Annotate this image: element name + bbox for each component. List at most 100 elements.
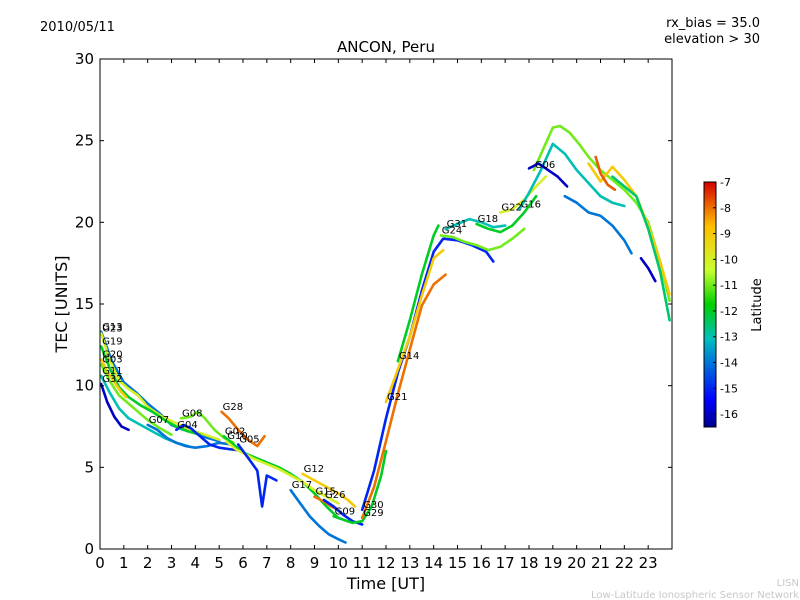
series-line-g12 [301,472,357,508]
y-tick-label: 0 [84,540,94,558]
series-label-g04: G04 [177,420,197,431]
x-tick-label: 10 [329,554,348,572]
series-label-g08: G08 [182,408,202,419]
x-tick-label: 11 [353,554,372,572]
series-line-g16 [518,142,626,211]
y-tick-label: 15 [75,295,94,313]
series-label-g11: G11 [102,366,122,377]
series-label-g28: G28 [223,402,243,413]
footer-network: Low-Latitude Ionospheric Sensor Network [591,590,799,600]
series-line-g04 [175,423,245,453]
colorbar-label: Latitude [750,278,765,332]
x-tick-label: 0 [95,554,105,572]
series-line-g28 [220,410,266,448]
rx-bias-label: rx_bias = 35.0 [666,16,760,31]
x-tick-label: 8 [286,554,296,572]
series-line-g19 [100,345,202,436]
series-label-g16: G16 [521,199,541,210]
x-tick-label: 3 [167,554,177,572]
y-tick-label: 20 [75,213,94,231]
series-line-g03 [100,363,173,436]
colorbar-ticks: -16 -15 -14 -13 -12 -11 -10 -9 -8 -7 [713,176,738,421]
y-tick-label: 10 [75,377,94,395]
series-label-g17: G17 [292,480,312,491]
x-tick-label: 23 [639,554,658,572]
series-label-g21: G21 [387,392,407,403]
x-axis: 0 1 2 3 4 5 6 7 8 9 10 11 12 13 14 15 16 17 18 19 20 21 22 23 [95,59,658,572]
series-label-g32: G32 [102,374,122,385]
series-line-unlabeled-33 [611,175,671,322]
date-label: 2010/05/11 [40,20,115,35]
colorbar-tick-label: -14 [720,357,738,370]
x-tick-label: 4 [191,554,201,572]
x-tick-label: 12 [376,554,395,572]
series-line-unlabeled-31 [587,162,671,296]
x-axis-label: Time [UT] [346,574,425,593]
colorbar [703,181,717,428]
y-axis-label: TEC [UNITS] [52,256,71,354]
series-label-g12: G12 [304,464,324,475]
series-line-g21 [384,248,445,404]
colorbar-tick-label: -8 [720,202,731,215]
series-line-g17 [289,488,347,544]
series-label-g14: G14 [399,351,419,362]
series-label-g30: G30 [363,500,383,511]
x-tick-label: 6 [238,554,248,572]
series-label-g07: G07 [149,415,169,426]
series-label-g22: G22 [501,203,521,214]
series-label-g09: G09 [335,506,355,517]
series-label-g05: G05 [239,435,259,446]
x-tick-label: 7 [262,554,272,572]
series-line-unlabeled-30 [563,194,633,255]
y-axis: 0 5 10 15 20 25 30 [75,50,672,558]
x-tick-label: 19 [543,554,562,572]
series-line-g05 [236,443,278,508]
series-label-g31: G31 [447,219,467,230]
y-tick-label: 30 [75,50,94,68]
chart-title: ANCON, Peru [337,38,435,56]
satellite-labels: G13G23G19G20G03G11G32G07G08G04G28G02G10G… [102,160,555,519]
series-line-unlabeled-32 [594,155,617,191]
x-tick-label: 15 [448,554,467,572]
series-line-g24 [439,227,526,252]
series-line-unlabeled-29 [527,162,569,188]
colorbar-tick-label: -11 [720,279,738,292]
x-tick-label: 2 [143,554,153,572]
series-line-g10 [225,439,340,505]
x-tick-label: 17 [496,554,515,572]
series-line-g32 [100,382,130,432]
y-tick-label: 25 [75,132,94,150]
series-label-g20: G20 [102,350,122,361]
y-tick-label: 5 [84,458,94,476]
x-tick-label: 21 [591,554,610,572]
series-line-g18 [475,194,538,234]
colorbar-tick-label: -15 [720,382,738,395]
series-line-g07 [146,423,233,449]
series-label-g10: G10 [227,431,247,442]
x-tick-label: 16 [472,554,491,572]
series-line-g09 [332,449,388,525]
series-label-g03: G03 [102,354,122,365]
series-label-g19: G19 [102,337,122,348]
x-tick-label: 14 [424,554,443,572]
footer-lisn: LISN [777,578,799,589]
series-label-g18: G18 [478,214,498,225]
series-label-g24: G24 [442,225,462,236]
series-label-g29: G29 [363,508,383,519]
colorbar-tick-label: -10 [720,253,738,266]
x-tick-label: 9 [310,554,320,572]
x-tick-label: 20 [567,554,586,572]
colorbar-tick-label: -13 [720,331,738,344]
colorbar-tick-label: -16 [720,408,738,421]
colorbar-tick-label: -7 [720,176,731,189]
series-label-g02: G02 [225,426,245,437]
series-line-g31 [444,217,507,231]
plot-frame [99,58,673,550]
x-tick-label: 18 [519,554,538,572]
series-line-unlabeled-34 [639,257,657,283]
series-line-g30 [360,237,495,512]
x-tick-label: 22 [615,554,634,572]
elevation-label: elevation > 30 [664,32,760,47]
series-lines [100,124,671,544]
x-tick-label: 13 [400,554,419,572]
